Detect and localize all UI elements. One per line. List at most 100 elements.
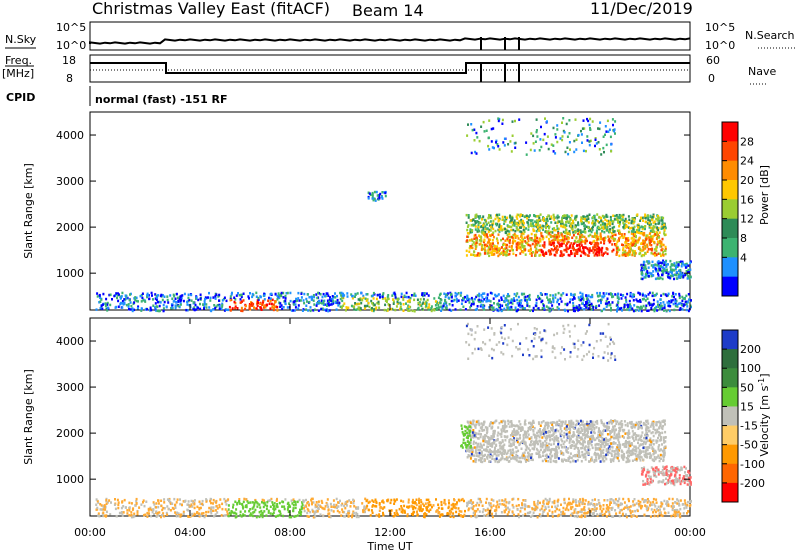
data-point	[423, 298, 425, 301]
data-point	[466, 239, 468, 242]
data-point	[532, 251, 534, 254]
data-point	[662, 515, 664, 518]
data-point	[196, 296, 198, 299]
data-point	[183, 513, 185, 516]
data-point	[585, 306, 587, 309]
data-point	[518, 247, 520, 250]
data-point	[503, 295, 505, 298]
data-point	[436, 509, 438, 512]
data-point	[593, 235, 595, 238]
data-point	[533, 230, 535, 233]
data-point	[443, 293, 445, 296]
data-point	[512, 510, 514, 513]
data-point	[598, 236, 600, 239]
data-point	[650, 501, 652, 504]
data-point	[660, 294, 662, 297]
data-point	[647, 498, 649, 501]
data-point	[609, 498, 611, 501]
data-point	[231, 292, 233, 295]
data-point	[216, 505, 218, 508]
data-point	[502, 244, 504, 247]
data-point	[575, 219, 577, 222]
data-point	[519, 300, 521, 303]
data-point	[501, 511, 503, 514]
data-point	[515, 222, 517, 225]
data-point	[162, 507, 164, 510]
data-point	[311, 298, 313, 301]
data-point	[549, 253, 551, 256]
data-point	[609, 228, 611, 231]
data-point	[558, 292, 560, 295]
data-point	[366, 305, 368, 308]
data-point	[586, 240, 588, 243]
data-point	[244, 514, 246, 517]
data-point	[605, 215, 607, 218]
data-point	[486, 234, 488, 237]
data-point	[631, 254, 633, 256]
data-point	[333, 510, 335, 513]
data-point	[509, 236, 511, 239]
data-point	[545, 142, 547, 145]
data-point	[684, 274, 686, 277]
data-point	[483, 508, 485, 511]
data-point	[137, 513, 139, 516]
data-point	[249, 292, 251, 295]
data-point	[353, 512, 355, 515]
data-point	[674, 510, 676, 513]
data-point	[529, 214, 531, 217]
data-point	[509, 140, 511, 143]
data-point	[221, 514, 223, 517]
data-point	[444, 499, 446, 502]
data-point	[490, 226, 492, 229]
data-point	[289, 292, 291, 295]
data-point	[600, 217, 602, 220]
data-point	[493, 236, 495, 239]
data-point	[130, 305, 132, 308]
data-point	[221, 304, 223, 307]
data-point	[416, 511, 418, 513]
data-point	[335, 504, 337, 507]
data-point	[578, 296, 580, 299]
data-point	[311, 296, 313, 299]
data-point	[617, 293, 619, 296]
data-point	[611, 243, 613, 246]
data-point	[394, 499, 396, 502]
data-point	[525, 227, 527, 230]
data-point	[312, 510, 314, 513]
data-point	[213, 499, 215, 502]
data-point	[653, 299, 655, 302]
data-point	[384, 309, 386, 312]
data-point	[670, 515, 672, 518]
data-point	[576, 139, 578, 142]
data-point	[458, 499, 460, 502]
data-point	[628, 219, 630, 222]
data-point	[341, 504, 343, 507]
data-point	[116, 515, 118, 518]
data-point	[548, 506, 550, 509]
data-point	[467, 226, 469, 229]
data-point	[414, 310, 416, 313]
data-point	[625, 242, 627, 245]
data-point	[652, 270, 654, 273]
data-point	[552, 301, 554, 304]
data-point	[516, 299, 518, 302]
data-point	[412, 310, 414, 313]
data-point	[119, 303, 121, 306]
data-point	[569, 298, 571, 301]
data-point	[354, 302, 356, 305]
data-point	[578, 309, 580, 312]
data-point	[488, 119, 490, 122]
data-point	[566, 246, 568, 249]
data-point	[498, 247, 500, 250]
data-point	[513, 297, 515, 300]
data-point	[488, 222, 490, 225]
data-point	[549, 509, 551, 512]
data-point	[638, 239, 640, 242]
data-point	[100, 307, 102, 310]
data-point	[631, 217, 633, 220]
data-point	[639, 292, 641, 295]
data-point	[619, 511, 621, 514]
data-point	[583, 150, 585, 153]
data-point	[558, 509, 560, 512]
data-point	[496, 308, 498, 311]
